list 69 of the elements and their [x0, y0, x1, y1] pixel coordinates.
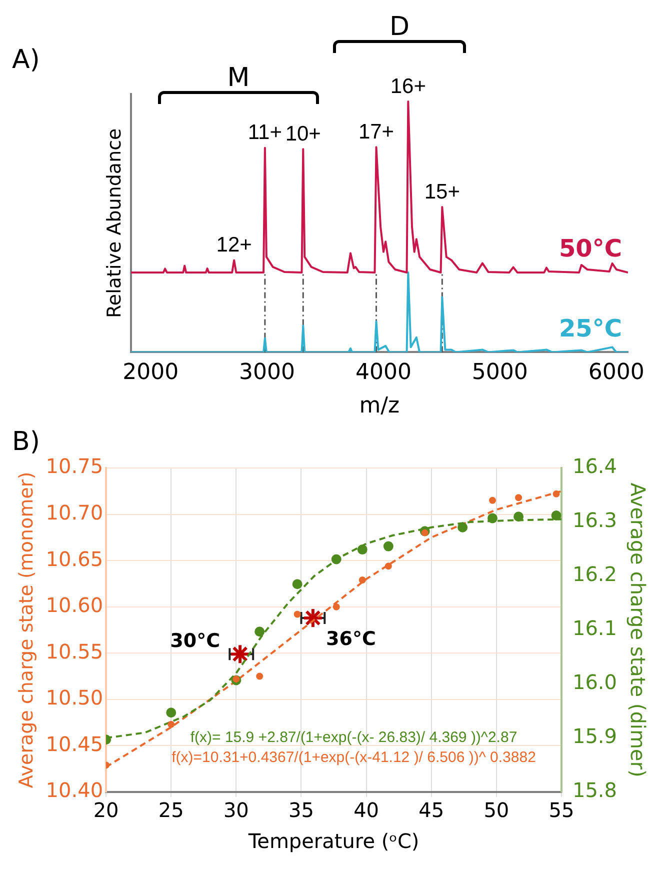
point — [383, 541, 394, 552]
annotation: 36°C — [326, 628, 376, 650]
x-tick-label: 55 — [548, 798, 574, 822]
point — [458, 522, 468, 532]
x-axis-title: m/z — [359, 394, 400, 419]
x-tick-label: 45 — [418, 798, 444, 822]
point — [515, 494, 522, 502]
point — [232, 676, 240, 683]
y-tick-label: 10.45 — [46, 732, 104, 756]
text: D — [388, 12, 411, 42]
point — [384, 562, 392, 570]
point — [332, 603, 340, 610]
x-tick-label: 2000 — [122, 360, 179, 386]
x-tick-label: 30 — [223, 798, 249, 822]
series-label: 25°C — [558, 314, 622, 342]
x-tick-label: 3000 — [239, 360, 296, 386]
y2-tick-label: 16.3 — [572, 508, 617, 532]
point — [254, 626, 265, 637]
point — [552, 490, 560, 498]
x-tick-label: 35 — [288, 798, 314, 822]
point — [357, 544, 368, 555]
y2-tick-label: 16.2 — [572, 562, 617, 586]
point — [331, 554, 342, 564]
x-tick-label: 4000 — [355, 360, 412, 386]
y2-tick-label: 16.4 — [572, 454, 617, 478]
x-axis-title: Temperature (ᵒC) — [247, 829, 420, 854]
x-tick-label: 25 — [158, 798, 184, 822]
y-tick-label: 10.75 — [46, 454, 104, 478]
y-tick-label: 10.60 — [46, 593, 104, 618]
y-tick-label: 10.50 — [46, 686, 104, 710]
y2-axis-title: Average charge state (dimer) — [626, 482, 650, 778]
series-label: 50°C — [558, 234, 622, 263]
annotation: f(x)= 15.9 +2.87/(1+exp(-(x- 26.83)/ 4.369 ))^2.87 — [190, 729, 518, 746]
y2-tick-label: 15.9 — [572, 724, 617, 748]
point — [489, 496, 496, 504]
point — [488, 513, 498, 524]
point — [166, 708, 176, 718]
chart-title: B) — [12, 426, 40, 457]
y-tick-label: 10.70 — [46, 500, 104, 524]
point — [551, 510, 562, 521]
chart-title: A) — [12, 44, 40, 75]
point — [514, 512, 524, 522]
x-tick-label: 6000 — [588, 360, 644, 386]
y2-tick-label: 16.0 — [572, 670, 617, 694]
point — [230, 644, 251, 665]
point — [256, 672, 264, 680]
point — [421, 529, 428, 536]
text: M — [226, 63, 251, 93]
annotation: 12+ — [216, 233, 252, 256]
y-tick-label: 10.65 — [46, 546, 104, 571]
y2-tick-label: 16.1 — [572, 616, 617, 640]
annotation: 11+ — [248, 121, 282, 144]
point — [358, 576, 366, 584]
y-axis-title: Relative Abundance — [103, 128, 126, 318]
y2-tick-label: 15.8 — [572, 778, 617, 802]
annotation: 10+ — [285, 122, 321, 146]
point — [168, 720, 175, 728]
annotation: 16+ — [390, 74, 426, 98]
annotation: 17+ — [358, 120, 394, 144]
point — [294, 610, 301, 618]
annotation: 15+ — [424, 180, 460, 204]
x-tick-label: 5000 — [472, 360, 528, 386]
annotation: 30°C — [170, 630, 220, 652]
annotation: f(x)=10.31+0.4367/(1+exp(-(x-41.12 )/ 6.506 ))^ 0.3882 — [172, 749, 536, 766]
y-axis-title: Average charge state (monomer) — [15, 472, 38, 788]
point — [292, 579, 302, 590]
x-tick-label: 50 — [484, 798, 510, 822]
y-tick-label: 10.55 — [46, 639, 104, 664]
x-tick-label: 40 — [354, 798, 380, 822]
